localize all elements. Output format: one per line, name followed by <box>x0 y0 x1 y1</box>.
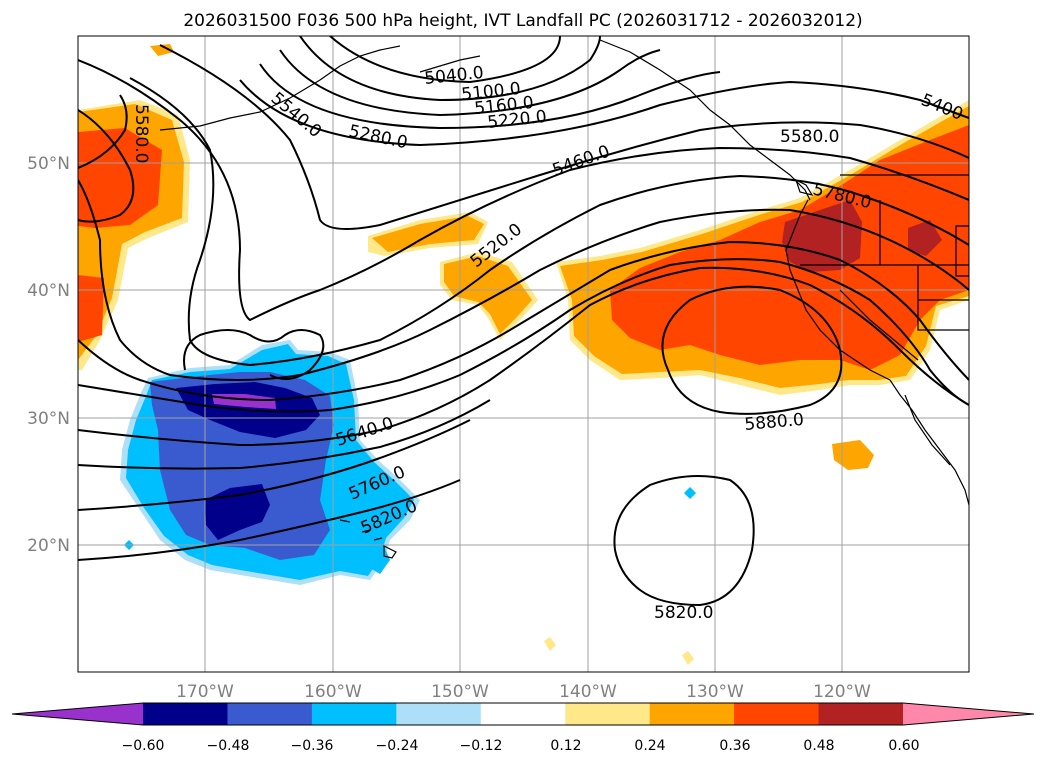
ivt-west-red <box>78 128 162 228</box>
colorbar-segment <box>227 703 313 725</box>
colorbar-segment <box>480 703 566 725</box>
y-tick-label: 30°N <box>27 409 70 429</box>
ivt-negative-shading <box>120 340 696 585</box>
colorbar-segment <box>565 703 651 725</box>
colorbar-tick-label: 0.60 <box>888 738 919 754</box>
colorbar-tick-label: −0.36 <box>291 738 334 754</box>
ivt-tiny-blob-2 <box>682 651 694 665</box>
y-tick-label: 50°N <box>27 154 70 174</box>
height-contours <box>78 36 969 607</box>
colorbar-segment <box>143 703 228 725</box>
colorbar-tick-label: 0.36 <box>719 738 750 754</box>
colorbar-tick-label: 0.24 <box>634 738 665 754</box>
ivt-neg-blob-small-1 <box>684 487 696 499</box>
figure-title: 2026031500 F036 500 hPa height, IVT Land… <box>183 11 862 31</box>
colorbar-tick-label: −0.24 <box>376 738 419 754</box>
colorbar-segments <box>12 703 1034 725</box>
colorbar-segment <box>734 703 820 725</box>
colorbar-ticks: −0.60 −0.48 −0.36 −0.24 −0.12 0.12 0.24 … <box>122 738 920 754</box>
ivt-tiny-blob-1 <box>544 637 556 651</box>
x-tick-label: 120°W <box>813 682 871 702</box>
colorbar-segment <box>818 703 904 725</box>
contour-label: 5820.0 <box>654 603 713 623</box>
colorbar-segment <box>649 703 735 725</box>
y-tick-label: 20°N <box>27 536 70 556</box>
y-tick-label: 40°N <box>27 281 70 301</box>
colorbar-tick-label: −0.12 <box>460 738 503 754</box>
colorbar-segment <box>311 703 397 725</box>
colorbar-segment <box>396 703 482 725</box>
ivt-east-darkred-2 <box>908 220 942 256</box>
colorbar-extension-max <box>903 703 1034 725</box>
ivt-west-red-2 <box>78 275 104 342</box>
colorbar-tick-label: −0.48 <box>207 738 250 754</box>
contour-label: 5580.0 <box>780 127 839 147</box>
x-tick-label: 130°W <box>686 682 744 702</box>
x-axis-labels: 170°W 160°W 150°W 140°W 130°W 120°W <box>176 682 871 702</box>
colorbar-tick-label: 0.48 <box>803 738 834 754</box>
map-content: 5040.0 5100.0 5160.0 5220.0 5280.0 5400 … <box>78 36 969 672</box>
colorbar-tick-label: 0.12 <box>550 738 581 754</box>
colorbar: −0.60 −0.48 −0.36 −0.24 −0.12 0.12 0.24 … <box>11 702 1035 754</box>
ivt-top-blob <box>150 44 174 56</box>
x-tick-label: 150°W <box>431 682 489 702</box>
ivt-streak-2-orange <box>444 256 532 334</box>
y-axis-labels: 50°N 40°N 30°N 20°N <box>27 154 70 556</box>
x-tick-label: 160°W <box>304 682 362 702</box>
x-tick-label: 140°W <box>559 682 617 702</box>
colorbar-tick-label: −0.60 <box>122 738 165 754</box>
colorbar-outline <box>11 702 1035 726</box>
colorbar-extension-min <box>12 703 143 725</box>
x-tick-label: 170°W <box>176 682 234 702</box>
map-frame <box>77 35 970 673</box>
contour-label: 5580.0 <box>131 104 151 163</box>
ivt-streak-1-orange <box>372 216 484 252</box>
